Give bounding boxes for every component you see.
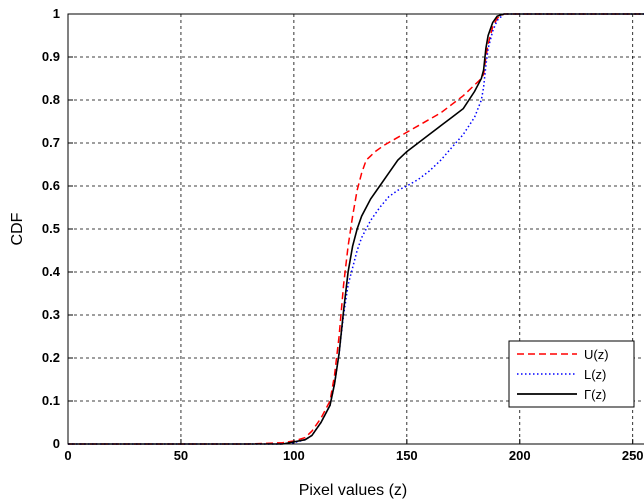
- y-tick-label: 0.3: [42, 307, 60, 322]
- y-tick-label: 0.5: [42, 221, 60, 236]
- series-lines: [68, 13, 644, 445]
- x-tick-label: 150: [396, 448, 418, 463]
- y-tick-label: 0.9: [42, 49, 60, 64]
- y-tick-label: 0.7: [42, 135, 60, 150]
- y-tick-label: 0.2: [42, 350, 60, 365]
- legend: U(z) L(z) Γ(z): [508, 340, 635, 408]
- x-tick-label: 50: [174, 448, 188, 463]
- y-tick-label: 0.1: [42, 393, 60, 408]
- x-tick-label: 200: [509, 448, 531, 463]
- x-axis-label: Pixel values (z): [299, 482, 407, 499]
- series-line-2: [68, 13, 644, 445]
- x-tick-label: 100: [283, 448, 305, 463]
- legend-box: [508, 340, 635, 408]
- y-tick-label: 1: [53, 6, 60, 21]
- y-tick-label: 0: [53, 436, 60, 451]
- grid: [68, 14, 644, 444]
- y-tick-label: 0.4: [42, 264, 61, 279]
- series-line-0: [68, 13, 644, 445]
- x-tick-label: 0: [64, 448, 71, 463]
- y-tick-label: 0.6: [42, 178, 60, 193]
- y-tick-label: 0.8: [42, 92, 60, 107]
- x-tick-label: 250: [622, 448, 644, 463]
- legend-label-2: Γ(z): [584, 387, 606, 402]
- legend-label-1: L(z): [584, 367, 606, 382]
- y-axis-label: CDF: [9, 212, 26, 245]
- axis-ticks: 0 50 100 150 200 250 0 0.1 0.2 0.3 0.4 0.5 0.6 0.7 0.8…: [42, 6, 644, 463]
- legend-label-0: U(z): [584, 347, 609, 362]
